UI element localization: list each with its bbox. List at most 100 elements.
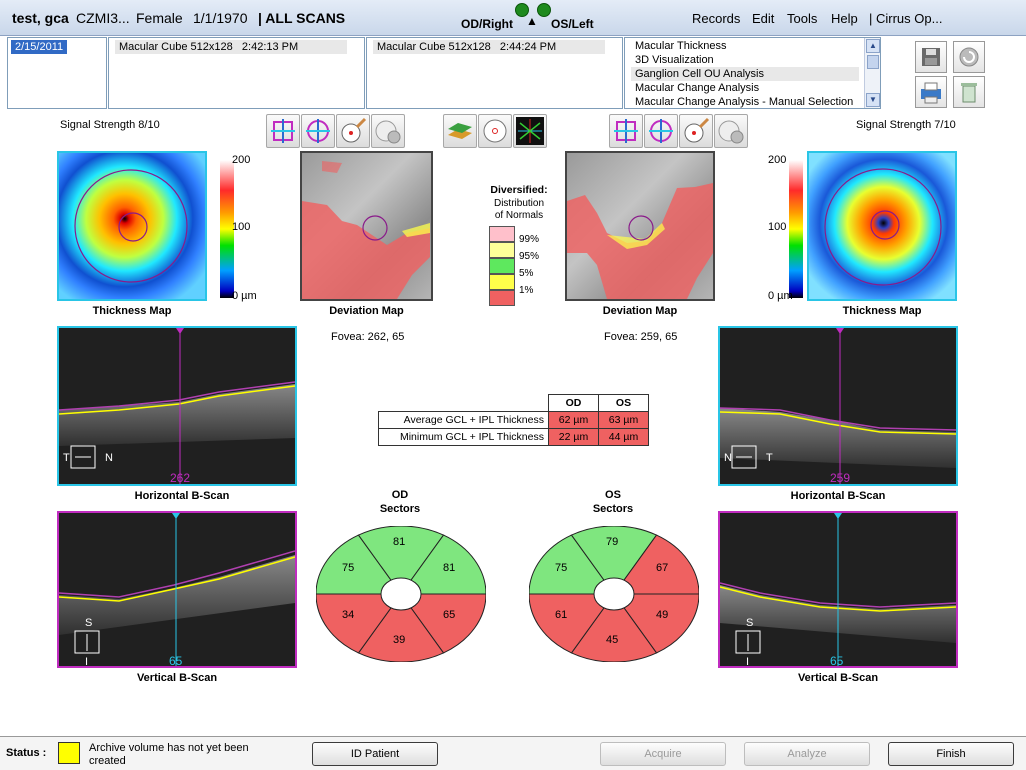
legend-swatch-1 — [489, 274, 515, 290]
menu-help[interactable]: Help — [831, 11, 858, 26]
analysis-item-selected[interactable]: Ganglion Cell OU Analysis — [631, 67, 859, 81]
analysis-item[interactable]: Macular Thickness — [635, 40, 727, 52]
analysis-list[interactable]: Macular Thickness 3D Visualization Gangl… — [624, 37, 881, 109]
save-icon[interactable] — [915, 41, 947, 73]
scale-min: 0 µm — [232, 290, 257, 302]
table-header-od: OD — [548, 394, 599, 412]
od-scale-bar — [220, 160, 234, 298]
fovea-tool-icon[interactable] — [478, 114, 512, 148]
od-thickness-map[interactable] — [57, 151, 207, 301]
status-message-2: created — [89, 755, 126, 767]
os-fovea: Fovea: 259, 65 — [604, 331, 678, 343]
os-sectors-title-1: OS — [605, 489, 621, 501]
date-list[interactable]: 2/15/2011 — [7, 37, 107, 109]
od-eye-indicator-icon[interactable] — [515, 3, 529, 17]
os-sectors-title-2: Sectors — [592, 503, 634, 515]
os-sector-upper-right: 67 — [656, 562, 669, 574]
circle-crosshair-tool-icon[interactable] — [644, 114, 678, 148]
scan-list-os[interactable]: Macular Cube 512x128 2:44:24 PM — [366, 37, 623, 109]
od-deviation-caption: Deviation Map — [329, 305, 404, 317]
layers-tool-icon[interactable] — [443, 114, 477, 148]
annotate-tool-icon[interactable] — [679, 114, 713, 148]
od-v-orient-top: S — [85, 617, 93, 629]
triangle-up-icon: ▲ — [526, 14, 538, 28]
os-h-orient-right: T — [766, 452, 773, 464]
scroll-up-icon[interactable]: ▲ — [866, 39, 880, 53]
analysis-scrollbar[interactable]: ▲ ▼ — [864, 38, 880, 108]
os-sector-lower-left: 61 — [555, 609, 568, 621]
gcl-ipl-table: OD OS Average GCL + IPL Thickness 62 µm … — [378, 394, 649, 446]
scan-list-od[interactable]: Macular Cube 512x128 2:42:13 PM — [108, 37, 365, 109]
legend-label-95: 95% — [519, 251, 540, 262]
od-sector-bottom: 39 — [393, 634, 406, 646]
patient-sex: Female — [136, 10, 183, 26]
scroll-thumb[interactable] — [867, 55, 879, 69]
od-fovea: Fovea: 262, 65 — [331, 331, 405, 343]
os-v-orient-top: S — [746, 617, 754, 629]
refresh-icon[interactable] — [953, 41, 985, 73]
os-vertical-bscan[interactable]: S I 65 — [718, 511, 958, 668]
os-vertical-caption: Vertical B-Scan — [797, 672, 879, 684]
od-horizontal-bscan[interactable]: T N 262 — [57, 326, 297, 486]
os-sector-bottom: 45 — [606, 634, 619, 646]
od-sectors-diagram: 81 75 81 34 39 65 — [316, 526, 486, 662]
scale-max: 200 — [768, 154, 787, 166]
os-thickness-map[interactable] — [807, 151, 957, 301]
os-eye-indicator-icon[interactable] — [537, 3, 551, 17]
od-sector-top: 81 — [393, 536, 406, 548]
table-corner — [378, 394, 549, 412]
od-thickness-caption: Thickness Map — [92, 305, 172, 317]
disc-tool-icon[interactable] — [714, 114, 748, 148]
os-deviation-caption: Deviation Map — [602, 305, 678, 317]
circle-crosshair-tool-icon[interactable] — [301, 114, 335, 148]
crosshair-tool-icon[interactable] — [609, 114, 643, 148]
fundus-tool-icon[interactable] — [513, 114, 547, 148]
od-deviation-map[interactable] — [300, 151, 433, 301]
od-sector-upper-right: 81 — [443, 562, 456, 574]
scan-item-od[interactable]: Macular Cube 512x128 2:42:13 PM — [115, 40, 347, 54]
os-v-position: 65 — [830, 654, 844, 668]
annotate-tool-icon[interactable] — [336, 114, 370, 148]
analysis-item[interactable]: Macular Change Analysis — [635, 82, 760, 94]
disc-tool-icon[interactable] — [371, 114, 405, 148]
os-deviation-map[interactable] — [565, 151, 715, 301]
od-h-position: 262 — [170, 471, 191, 485]
scans-label: | ALL SCANS — [258, 10, 346, 26]
date-item[interactable]: 2/15/2011 — [11, 40, 68, 54]
od-horizontal-caption: Horizontal B-Scan — [134, 490, 230, 502]
trash-icon[interactable] — [953, 76, 985, 108]
scan-name: Macular Cube 512x128 — [119, 41, 233, 53]
print-icon[interactable] — [915, 76, 947, 108]
id-patient-button[interactable]: ID Patient — [312, 742, 438, 766]
od-signal-strength: Signal Strength 8/10 — [60, 119, 160, 131]
scan-item-os[interactable]: Macular Cube 512x128 2:44:24 PM — [373, 40, 605, 54]
legend-title: Diversified: — [490, 184, 548, 196]
od-sector-lower-left: 34 — [342, 609, 355, 621]
analyze-button[interactable]: Analyze — [744, 742, 870, 766]
os-horizontal-bscan[interactable]: N T 259 — [718, 326, 958, 486]
crosshair-tool-icon[interactable] — [266, 114, 300, 148]
od-v-position: 65 — [169, 654, 183, 668]
menu-edit[interactable]: Edit — [752, 11, 775, 26]
os-sector-top: 79 — [606, 536, 619, 548]
menu-tools[interactable]: Tools — [787, 11, 818, 26]
od-sectors-title-1: OD — [391, 489, 409, 501]
scan-time: 2:42:13 PM — [241, 41, 299, 53]
status-label: Status : — [6, 747, 47, 759]
od-h-orient-right: N — [105, 452, 113, 464]
acquire-button[interactable]: Acquire — [600, 742, 726, 766]
table-cell-od: 22 µm — [548, 428, 599, 446]
legend-swatch-5 — [489, 258, 515, 274]
menu-records[interactable]: Records — [692, 11, 741, 26]
finish-button[interactable]: Finish — [888, 742, 1014, 766]
analysis-item[interactable]: Macular Change Analysis - Manual Selecti… — [635, 96, 854, 108]
os-h-position: 259 — [830, 471, 851, 485]
scroll-down-icon[interactable]: ▼ — [866, 93, 880, 107]
od-h-orient-left: T — [63, 452, 70, 464]
od-vertical-bscan[interactable]: S I 65 — [57, 511, 297, 668]
analysis-item[interactable]: 3D Visualization — [635, 54, 714, 66]
table-cell-os: 63 µm — [598, 411, 649, 429]
menu-cirrus[interactable]: | Cirrus Op... — [869, 11, 943, 26]
patient-id: CZMI3... — [76, 10, 130, 26]
status-message-1: Archive volume has not yet been — [89, 742, 249, 754]
